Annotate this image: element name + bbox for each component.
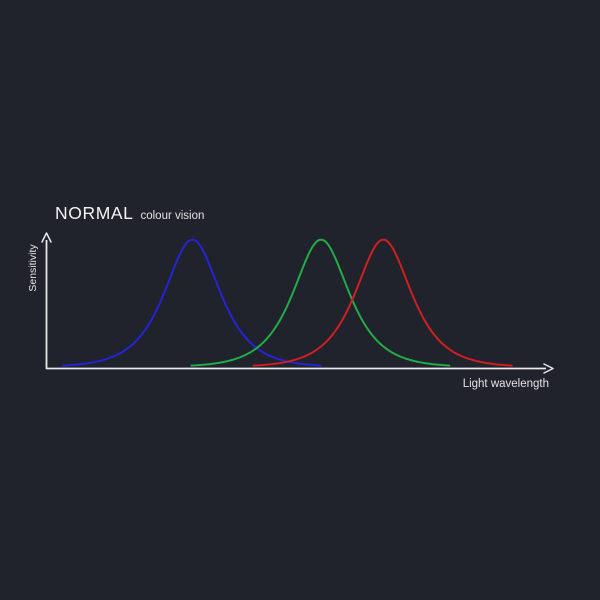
- y-axis-label: Sensitivity: [27, 244, 39, 292]
- x-axis-label: Light wavelength: [463, 378, 549, 390]
- chart-title: NORMAL colour vision: [55, 203, 204, 224]
- curve-long-wavelength-cone-red: [252, 238, 513, 367]
- curve-short-wavelength-cone-blue: [61, 238, 322, 367]
- chart-title-sub: colour vision: [140, 210, 205, 222]
- chart-title-main: NORMAL: [55, 203, 134, 223]
- axes-layer: [41, 232, 554, 374]
- curves-layer: [61, 238, 513, 367]
- curve-medium-wavelength-cone-green: [190, 238, 451, 367]
